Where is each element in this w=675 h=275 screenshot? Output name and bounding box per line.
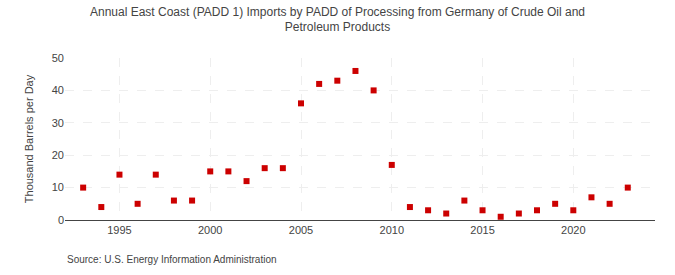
svg-text:2015: 2015 — [470, 224, 494, 236]
svg-text:Annual East Coast (PADD 1) Imp: Annual East Coast (PADD 1) Imports by PA… — [90, 5, 585, 35]
svg-text:2005: 2005 — [289, 224, 313, 236]
svg-text:Source: U.S. Energy Informatio: Source: U.S. Energy Information Administ… — [67, 254, 277, 265]
svg-text:0: 0 — [58, 214, 64, 226]
svg-text:2000: 2000 — [198, 224, 222, 236]
svg-text:2010: 2010 — [380, 224, 404, 236]
svg-text:2020: 2020 — [561, 224, 585, 236]
svg-text:20: 20 — [52, 149, 64, 161]
svg-text:1995: 1995 — [107, 224, 131, 236]
svg-text:Thousand Barrels per Day: Thousand Barrels per Day — [23, 74, 35, 203]
svg-text:50: 50 — [52, 52, 64, 64]
svg-text:30: 30 — [52, 117, 64, 129]
svg-text:40: 40 — [52, 84, 64, 96]
svg-text:10: 10 — [52, 181, 64, 193]
